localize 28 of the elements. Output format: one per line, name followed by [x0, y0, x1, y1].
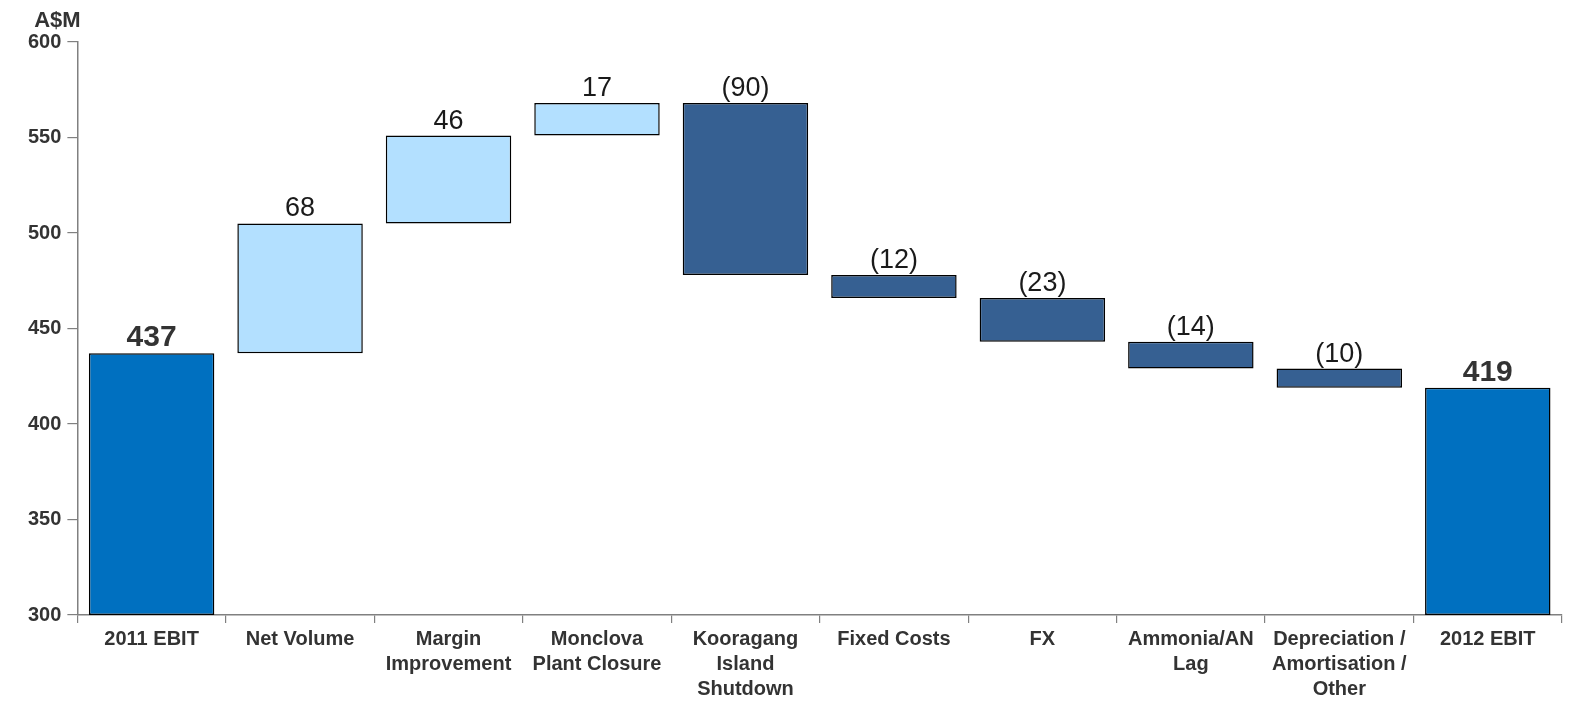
data-label: 17 — [581, 72, 613, 103]
x-tick-label: Monclova Plant Closure — [532, 627, 662, 675]
data-label: (12) — [869, 244, 918, 275]
y-axis-title: A$M — [34, 7, 81, 32]
y-tick-label: 400 — [27, 411, 62, 434]
data-label: 68 — [285, 192, 316, 223]
y-tick-label: 350 — [27, 507, 62, 530]
data-label: 419 — [1462, 353, 1513, 387]
data-label: (14) — [1166, 310, 1215, 341]
data-label: 437 — [126, 319, 177, 353]
x-tick-label: Margin Improvement — [385, 627, 512, 675]
x-tick-label: Fixed Costs — [837, 627, 951, 650]
x-tick-label: Ammonia/AN Lag — [1128, 627, 1254, 675]
data-label: (10) — [1315, 337, 1364, 368]
data-label: (90) — [721, 72, 770, 103]
x-tick-label: 2012 EBIT — [1439, 627, 1536, 650]
x-tick-label: Kooragang Island Shutdown — [692, 627, 799, 700]
y-tick-label: 450 — [27, 316, 62, 339]
x-tick-label: Net Volume — [245, 627, 355, 650]
x-tick-label: Depreciation / Amortisation / Other — [1272, 627, 1407, 700]
y-tick-label: 600 — [27, 29, 62, 52]
y-tick-label: 300 — [27, 602, 62, 625]
y-tick-label: 500 — [27, 220, 62, 243]
y-tick-label: 550 — [27, 125, 62, 148]
x-tick-label: FX — [1029, 627, 1056, 650]
data-label: 46 — [433, 104, 464, 135]
data-label: (23) — [1018, 266, 1067, 297]
x-tick-label: 2011 EBIT — [104, 627, 199, 650]
